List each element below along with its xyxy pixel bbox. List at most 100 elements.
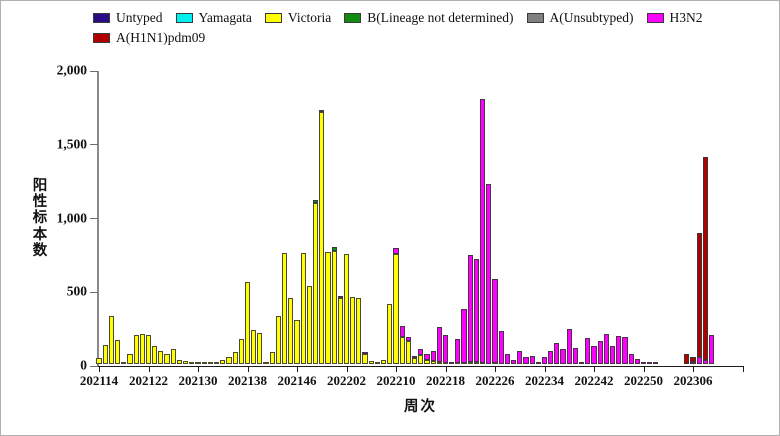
x-tick-label: 202210 xyxy=(376,373,416,388)
bar-segment-victoria xyxy=(436,361,442,364)
bar-segment-victoria xyxy=(424,359,430,364)
legend-label: Yamagata xyxy=(198,10,252,25)
y-axis-title: 阳 性 标 本 数 xyxy=(32,178,48,259)
bar-segment-victoria xyxy=(114,339,121,364)
bar-segment-h3n2 xyxy=(603,333,609,364)
bar-segment-a-h1n1-pdm09 xyxy=(690,356,696,362)
bar-segment-victoria xyxy=(176,360,183,364)
bar-segment-victoria xyxy=(282,253,288,364)
legend-item: H3N2 xyxy=(646,10,703,26)
bar-segment-h3n2 xyxy=(486,184,492,364)
bar-segment-victoria xyxy=(164,354,170,364)
legend-swatch-icon xyxy=(175,13,193,23)
bar-segment-h3n2 xyxy=(541,357,548,364)
bar-segment-victoria xyxy=(300,252,306,364)
bar-segment-victoria xyxy=(343,254,350,364)
x-tick-mark xyxy=(148,367,150,372)
legend-swatch-icon xyxy=(264,13,282,23)
x-tick-label: 202226 xyxy=(475,373,515,388)
bar-segment-victoria xyxy=(294,319,300,364)
x-tick-label: 202242 xyxy=(574,373,614,388)
bar-segment-victoria xyxy=(152,345,158,364)
bar-segment-b-lineage-not-determined- xyxy=(312,200,319,204)
legend-item: A(H1N1)pdm09 xyxy=(93,30,205,46)
bar-segment-h3n2 xyxy=(337,296,343,299)
bar-segment-victoria xyxy=(319,111,325,364)
y-tick-label: 1,000 xyxy=(56,210,87,226)
bar-segment-victoria xyxy=(158,350,164,364)
x-tick-mark xyxy=(594,367,596,372)
legend-swatch-icon xyxy=(93,13,110,23)
bar-segment-victoria xyxy=(418,355,424,364)
bar-segment-h3n2 xyxy=(411,355,418,359)
bar-segment-h3n2 xyxy=(455,338,461,364)
x-tick-mark xyxy=(544,367,546,372)
legend-label: Untyped xyxy=(116,10,163,25)
legend-item: Yamagata xyxy=(175,10,252,26)
bar-segment-victoria xyxy=(325,251,331,364)
x-tick-label: 202250 xyxy=(624,373,663,388)
bar-segment-h3n2 xyxy=(579,362,585,364)
legend-item: B(Lineage not determined) xyxy=(344,10,514,26)
bar-segment-h3n2 xyxy=(492,279,498,364)
x-tick-label: 202306 xyxy=(673,373,713,388)
bar-segment-h3n2 xyxy=(461,309,467,363)
bar-segment-victoria xyxy=(288,298,294,364)
bar-segment-h3n2 xyxy=(554,342,560,364)
x-tick-mark xyxy=(99,367,101,372)
bar-segment-h3n2 xyxy=(517,350,523,364)
x-tick-label: 202234 xyxy=(525,373,564,388)
legend-item: Untyped xyxy=(93,10,163,26)
bar-segment-h3n2 xyxy=(591,345,597,364)
bar-segment-h3n2 xyxy=(572,347,579,364)
bar-segment-h3n2 xyxy=(640,361,647,364)
x-axis-title: 周次 xyxy=(404,399,437,415)
bar-segment-h3n2 xyxy=(399,326,405,337)
y-tick-mark xyxy=(90,144,98,146)
bar-segment-victoria xyxy=(195,361,201,364)
bar-segment-victoria xyxy=(405,341,411,364)
bar-segment-h3n2 xyxy=(430,350,436,362)
x-tick-label: 202114 xyxy=(79,373,119,388)
bar-segment-victoria xyxy=(411,358,418,364)
bar-segment-victoria xyxy=(170,349,176,364)
bar-segment-h3n2 xyxy=(424,353,430,360)
x-tick-mark xyxy=(346,367,348,372)
bar-segment-victoria xyxy=(213,362,220,364)
x-tick-label: 202122 xyxy=(129,373,168,388)
bar-segment-h3n2 xyxy=(628,354,634,364)
bar-segment-h3n2 xyxy=(449,362,455,364)
bar-segment-h3n2 xyxy=(548,350,554,364)
chart-legend-row-2: A(H1N1)pdm09 xyxy=(93,30,205,46)
y-tick-label: 0 xyxy=(80,357,87,373)
bar-segment-a-h1n1-pdm09 xyxy=(696,233,702,358)
bar-segment-h3n2 xyxy=(523,357,529,364)
bar-segment-h3n2 xyxy=(696,357,702,364)
bar-segment-victoria xyxy=(399,336,405,364)
bar-segment-victoria xyxy=(312,203,319,364)
bar-segment-h3n2 xyxy=(653,362,659,364)
y-tick-mark xyxy=(90,291,98,293)
x-tick-label: 202130 xyxy=(178,373,218,388)
x-tick-mark xyxy=(297,367,299,372)
bar-segment-a-unsubtyped- xyxy=(319,109,325,112)
bar-segment-h3n2 xyxy=(480,98,486,363)
bar-segment-victoria xyxy=(430,361,436,364)
bar-segment-victoria xyxy=(275,316,282,364)
bar-segment-victoria xyxy=(331,251,337,364)
bar-segment-victoria xyxy=(368,361,374,364)
bar-segment-victoria xyxy=(183,361,189,364)
bar-segment-victoria xyxy=(139,333,145,364)
bar-segment-h3n2 xyxy=(622,337,628,364)
bar-segment-victoria xyxy=(244,282,251,364)
x-tick-mark xyxy=(198,367,200,372)
bar-segment-victoria xyxy=(356,298,362,364)
bar-segment-h3n2 xyxy=(566,329,572,364)
x-tick-label: 202202 xyxy=(327,373,366,388)
bar-segment-h3n2 xyxy=(616,335,622,364)
bar-segment-h3n2 xyxy=(418,348,424,356)
bar-segment-h3n2 xyxy=(597,341,603,364)
x-tick-label: 202138 xyxy=(228,373,267,388)
x-tick-mark xyxy=(743,367,745,372)
bar-segment-h3n2 xyxy=(609,345,616,364)
